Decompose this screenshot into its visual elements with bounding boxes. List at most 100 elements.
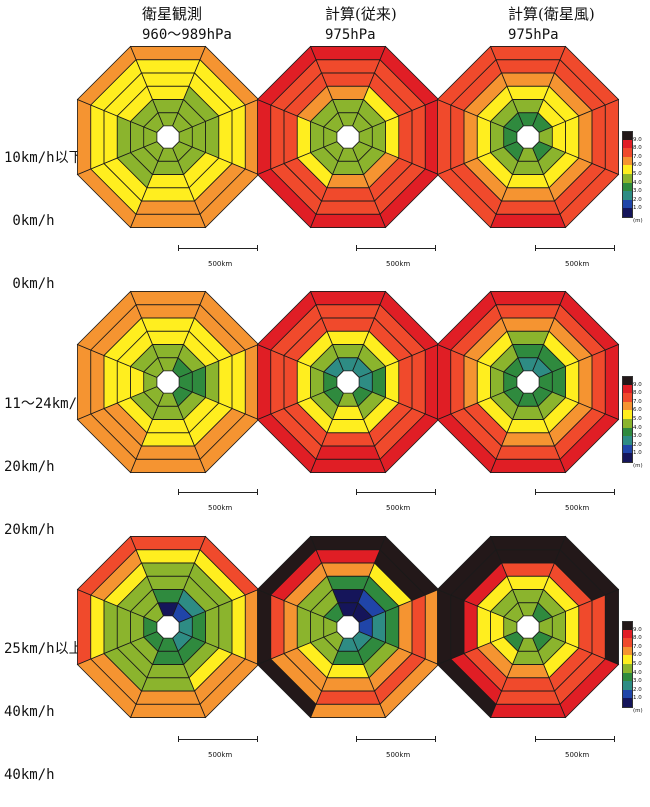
legend-tick-label: 8.0 (633, 390, 642, 397)
grid-cell (129, 458, 207, 473)
grid-cell (135, 59, 201, 74)
grid-cell (309, 291, 387, 306)
grid-cell (146, 330, 190, 345)
grid-cell (398, 109, 413, 165)
column-title: 計算(衛星風) (508, 5, 595, 23)
scale-line (356, 492, 436, 493)
grid-cell (140, 562, 196, 577)
legend-swatch (622, 156, 633, 166)
column-title: 衛星観測 (142, 5, 203, 23)
legend-tick-label: 8.0 (633, 635, 642, 642)
grid-cell (135, 445, 201, 460)
center-hole (516, 615, 540, 639)
wave-height-octagon-r2-c3 (436, 290, 620, 474)
row-label-line: 11〜24km/h (4, 396, 86, 412)
scale-tick (178, 736, 179, 742)
grid-cell (76, 45, 137, 106)
grid-cell (140, 187, 196, 202)
scale-tick (178, 245, 179, 251)
grid-cell (283, 599, 298, 655)
grid-cell (76, 535, 137, 596)
legend-swatch (622, 681, 633, 690)
grid-cell (604, 98, 619, 176)
wave-height-octagon-r3-c2 (256, 535, 440, 719)
grid-cell (146, 174, 190, 189)
scale-line (535, 739, 615, 740)
grid-cell (437, 343, 452, 421)
row-label-line: 10km/h以下 (4, 150, 83, 166)
legend-tick-label: 6.0 (633, 407, 642, 414)
grid-cell (450, 349, 465, 415)
center-hole (516, 125, 540, 149)
grid-cell (116, 115, 131, 159)
grid-cell (437, 98, 452, 176)
legend-tick-label: 4.0 (633, 669, 642, 676)
grid-cell (489, 458, 567, 473)
wave-height-octagon-r3-c1 (76, 535, 260, 719)
column-pressure: 960〜989hPa (142, 27, 232, 43)
grid-cell (140, 677, 196, 692)
scale-bar: 500km (178, 736, 258, 759)
legend-unit: (m) (633, 463, 643, 469)
grid-cell (256, 45, 317, 106)
grid-cell (489, 291, 567, 306)
legend-swatch (622, 638, 633, 647)
grid-cell (103, 599, 118, 655)
wave-height-octagon-r2-c2 (256, 290, 440, 474)
row-label-line: 0km/h (4, 276, 55, 292)
grid-cell (140, 432, 196, 447)
row-label-line: 40km/h (4, 704, 55, 720)
legend-tick-label: 2.0 (633, 441, 642, 448)
legend-swatch (622, 621, 633, 631)
center-hole (336, 125, 360, 149)
legend-tick-label: 5.0 (633, 416, 642, 422)
legend-tick-label: 7.0 (633, 398, 642, 405)
grid-cell (436, 290, 497, 351)
grid-cell (320, 432, 376, 447)
grid-cell (320, 187, 376, 202)
grid-cell (385, 360, 400, 404)
legend-tick-label: 6.0 (633, 162, 642, 169)
legend-unit: (m) (633, 218, 643, 224)
grid-cell (385, 115, 400, 159)
legend-swatch (622, 191, 633, 200)
grid-cell (495, 304, 561, 319)
legend-tick-label: 4.0 (633, 179, 642, 186)
grid-cell (129, 291, 207, 306)
scale-bar: 500km (356, 736, 436, 759)
scale-line (356, 248, 436, 249)
legend-tick-label: 3.0 (633, 678, 642, 685)
column-header-1: 衛星観測 960〜989hPa (142, 4, 232, 46)
legend-swatch (622, 376, 633, 386)
grid-cell (495, 549, 561, 564)
wave-height-octagon-r1-c2 (256, 45, 440, 229)
grid-cell (315, 690, 381, 705)
grid-cell (256, 535, 317, 596)
grid-cell (270, 104, 285, 170)
legend-swatch (622, 148, 633, 157)
wave-height-octagon-r3-c3 (436, 535, 620, 719)
legend-swatch (622, 174, 633, 183)
grid-cell (270, 594, 285, 660)
legend-tick-label: 1.0 (633, 205, 642, 212)
scale-bar: 500km (178, 489, 258, 512)
grid-cell (506, 85, 550, 100)
grid-cell (296, 115, 311, 159)
grid-cell (476, 360, 491, 404)
grid-cell (205, 605, 220, 649)
grid-cell (283, 354, 298, 410)
scale-tick (178, 489, 179, 495)
grid-cell (506, 664, 550, 679)
scale-tick (257, 489, 258, 495)
grid-cell (218, 354, 233, 410)
scale-line (178, 492, 258, 493)
legend-tick-label: 5.0 (633, 171, 642, 177)
grid-cell (398, 354, 413, 410)
legend-swatch (622, 444, 633, 454)
grid-cell (231, 349, 246, 415)
grid-cell (315, 304, 381, 319)
grid-cell (135, 200, 201, 215)
grid-cell (296, 605, 311, 649)
grid-cell (326, 174, 370, 189)
grid-cell (578, 109, 593, 165)
